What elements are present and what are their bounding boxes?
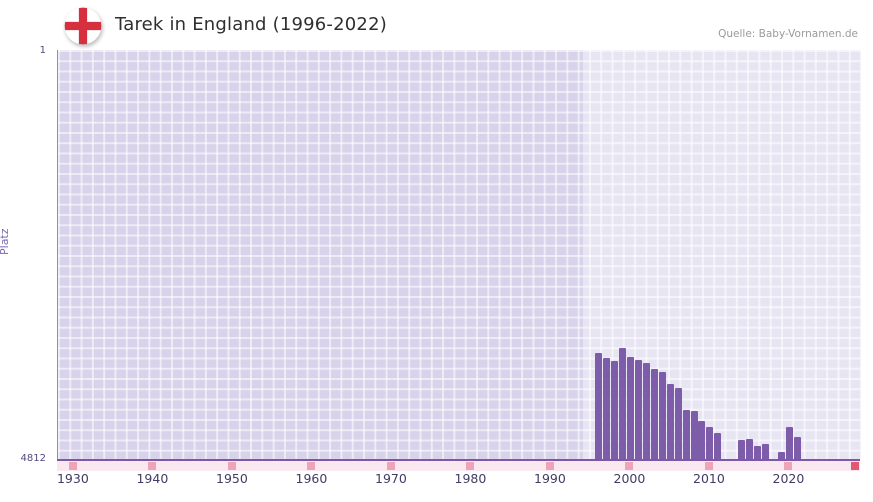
rank-bar-1999[interactable] (618, 348, 626, 460)
x-tick-label-1940: 1940 (136, 471, 169, 486)
strip-end-mark (851, 462, 859, 470)
decade-mark-1970 (386, 462, 395, 470)
rank-bar-1997[interactable] (603, 357, 611, 460)
rank-bar-2021[interactable] (793, 436, 801, 460)
rank-bar-2019[interactable] (777, 452, 785, 460)
decade-mark-2020 (784, 462, 793, 470)
decade-mark-2010 (704, 462, 713, 470)
decade-mark-2000 (625, 462, 634, 470)
x-tick-label-1970: 1970 (375, 471, 407, 486)
rank-bar-2016[interactable] (754, 446, 762, 460)
page-title: Tarek in England (1996-2022) (115, 14, 387, 35)
rank-bar-2020[interactable] (785, 427, 793, 460)
rank-bar-2009[interactable] (698, 421, 706, 460)
rank-bar-2006[interactable] (674, 388, 682, 460)
x-axis-line (57, 459, 860, 461)
x-tick-label-1980: 1980 (454, 471, 487, 486)
decade-mark-1960 (307, 462, 316, 470)
rank-bar-1998[interactable] (611, 360, 619, 460)
rank-bar-2011[interactable] (714, 432, 722, 460)
x-tick-label-1960: 1960 (295, 471, 328, 486)
tick-strip (57, 461, 860, 471)
y-axis-label: Platz (0, 228, 11, 255)
x-tick-label-2000: 2000 (613, 471, 646, 486)
y-tick-bottom: 4812 (20, 453, 46, 464)
rank-bar-2007[interactable] (682, 409, 690, 460)
rank-bar-2015[interactable] (746, 438, 754, 460)
england-flag-icon (64, 7, 102, 45)
rank-bar-1996[interactable] (595, 353, 603, 460)
decade-mark-1980 (466, 462, 475, 470)
x-tick-label-1950: 1950 (216, 471, 248, 486)
rank-bar-2004[interactable] (658, 372, 666, 460)
rank-bar-2005[interactable] (666, 383, 674, 460)
rank-bar-2010[interactable] (706, 426, 714, 460)
x-tick-label-1930: 1930 (56, 471, 89, 486)
decade-mark-1930 (68, 462, 77, 470)
y-tick-top: 1 (39, 45, 46, 56)
rank-bar-2000[interactable] (626, 356, 634, 460)
rank-bar-2017[interactable] (762, 443, 770, 460)
plot-area (57, 50, 861, 460)
x-tick-label-2020: 2020 (772, 471, 805, 486)
rank-bar-2008[interactable] (690, 411, 698, 460)
decade-mark-1940 (148, 462, 157, 470)
rank-bar-2001[interactable] (634, 360, 642, 460)
decade-mark-1950 (227, 462, 236, 470)
x-tick-label-1990: 1990 (534, 471, 566, 486)
decade-mark-1990 (545, 462, 554, 470)
rank-bar-2003[interactable] (650, 369, 658, 460)
source-credit: Quelle: Baby-Vornamen.de (718, 28, 858, 40)
x-tick-label-2010: 2010 (693, 471, 725, 486)
rank-bar-2002[interactable] (642, 362, 650, 460)
rank-bar-2014[interactable] (738, 440, 746, 460)
